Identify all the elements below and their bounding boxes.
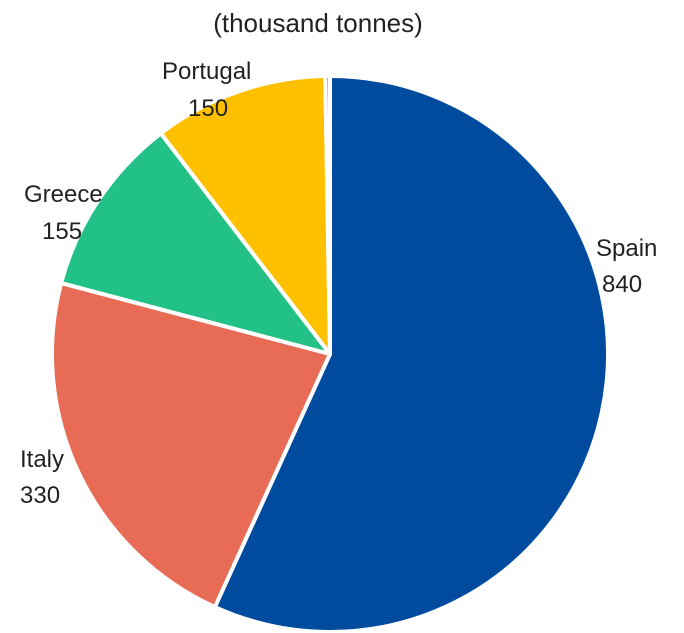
slice-label-italy: Italy xyxy=(20,446,64,473)
slice-value-italy: 330 xyxy=(20,482,60,509)
chart-subtitle: (thousand tonnes) xyxy=(213,8,423,38)
slice-value-greece: 155 xyxy=(42,218,82,245)
pie-slice-greece-2 xyxy=(59,131,332,356)
slice-value-portugal: 150 xyxy=(188,95,228,122)
pie-slice-spain-0 xyxy=(212,74,610,633)
slice-label-greece: Greece xyxy=(24,181,103,208)
slice-label-portugal: Portugal xyxy=(162,58,251,85)
pie-slice-portugal-3 xyxy=(158,74,332,356)
pie-slices xyxy=(50,73,610,633)
slice-label-spain: Spain xyxy=(596,235,657,262)
slice-value-spain: 840 xyxy=(602,271,642,298)
pie-slice-italy-1 xyxy=(50,281,332,610)
pie-slice-other-4 xyxy=(323,73,332,356)
